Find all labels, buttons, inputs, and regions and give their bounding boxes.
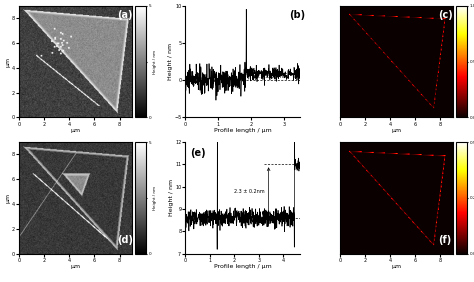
Y-axis label: μm: μm xyxy=(5,56,10,67)
X-axis label: μm: μm xyxy=(392,264,401,269)
Text: (c): (c) xyxy=(438,10,453,20)
Y-axis label: μm: μm xyxy=(5,193,10,203)
Text: 2.3 ± 0.2nm: 2.3 ± 0.2nm xyxy=(234,189,265,194)
Text: (f): (f) xyxy=(438,235,452,245)
Text: (e): (e) xyxy=(190,147,206,158)
Y-axis label: Height / nm: Height / nm xyxy=(153,49,157,74)
Y-axis label: Height / nm: Height / nm xyxy=(169,179,173,217)
Text: (b): (b) xyxy=(289,10,305,20)
X-axis label: μm: μm xyxy=(71,128,81,133)
Text: 0.9 ± 0.2 nm: 0.9 ± 0.2 nm xyxy=(256,74,288,79)
Text: (a): (a) xyxy=(118,10,133,20)
Text: (d): (d) xyxy=(118,235,134,245)
Y-axis label: Height / nm: Height / nm xyxy=(168,43,173,80)
Y-axis label: Height / nm: Height / nm xyxy=(153,186,157,210)
X-axis label: μm: μm xyxy=(71,264,81,269)
X-axis label: μm: μm xyxy=(392,128,401,133)
X-axis label: Profile length / μm: Profile length / μm xyxy=(214,264,272,269)
X-axis label: Profile length / μm: Profile length / μm xyxy=(214,128,272,133)
